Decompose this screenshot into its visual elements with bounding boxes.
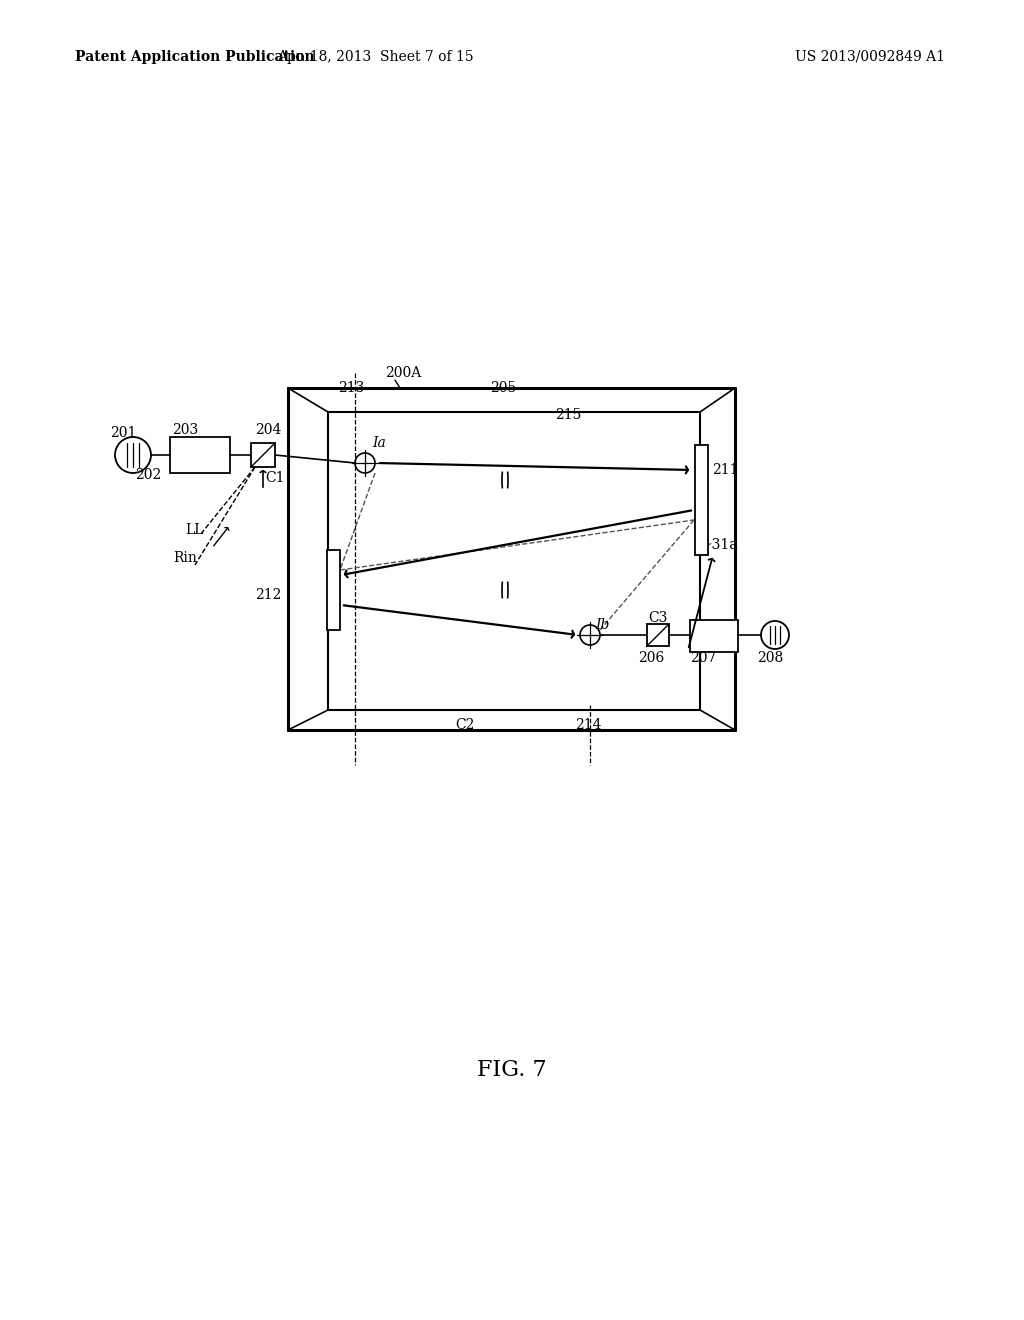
Text: C3: C3	[648, 611, 668, 624]
Text: 211: 211	[712, 463, 738, 477]
Text: 204: 204	[255, 422, 282, 437]
Text: Patent Application Publication: Patent Application Publication	[75, 50, 314, 63]
Text: Ia: Ia	[372, 436, 386, 450]
Text: 201: 201	[110, 426, 136, 440]
Text: 206: 206	[638, 651, 665, 665]
Text: C2: C2	[455, 718, 474, 733]
Text: 214: 214	[575, 718, 601, 733]
Text: 200A: 200A	[385, 366, 421, 380]
Text: FIG. 7: FIG. 7	[477, 1059, 547, 1081]
Text: C1: C1	[265, 471, 285, 484]
Bar	[170, 437, 230, 473]
Polygon shape	[251, 444, 275, 467]
Text: 215: 215	[555, 408, 582, 422]
Text: Ib: Ib	[595, 618, 609, 632]
Text: LL: LL	[185, 523, 204, 537]
Text: 207: 207	[690, 651, 717, 665]
Text: Rin: Rin	[173, 550, 197, 565]
Bar	[690, 620, 738, 652]
Text: 208: 208	[757, 651, 783, 665]
Text: ~31a: ~31a	[700, 539, 737, 552]
Text: 205: 205	[490, 381, 516, 395]
Text: 203: 203	[172, 422, 199, 437]
Text: US 2013/0092849 A1: US 2013/0092849 A1	[795, 50, 945, 63]
Text: 213: 213	[338, 381, 365, 395]
Text: 202: 202	[135, 469, 161, 482]
Polygon shape	[695, 445, 708, 554]
Text: 212: 212	[255, 587, 282, 602]
Polygon shape	[647, 624, 669, 645]
Polygon shape	[327, 550, 340, 630]
Text: Apr. 18, 2013  Sheet 7 of 15: Apr. 18, 2013 Sheet 7 of 15	[276, 50, 473, 63]
